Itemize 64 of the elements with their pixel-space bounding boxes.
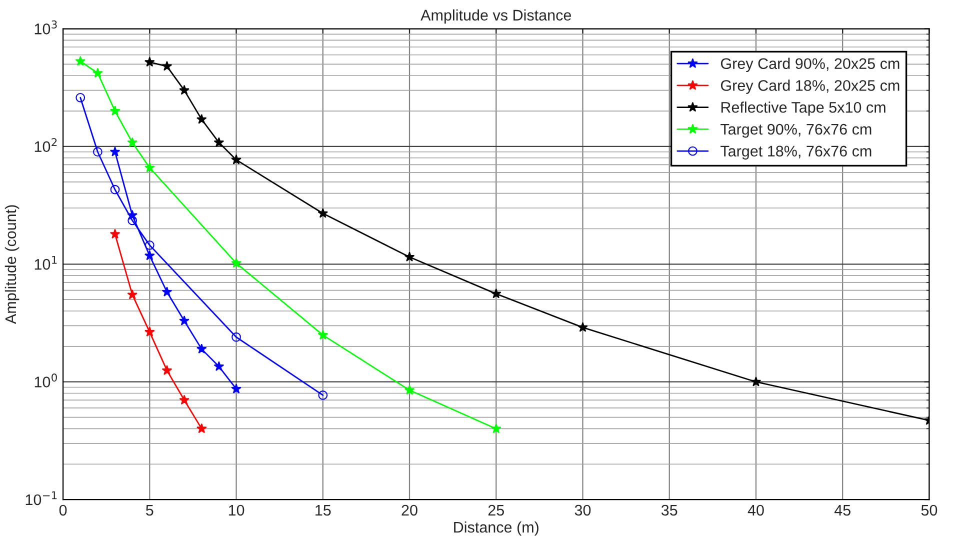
x-tick-label: 0 <box>59 504 67 516</box>
point <box>196 114 207 124</box>
point <box>578 322 588 332</box>
point <box>196 344 207 354</box>
x-tick-label: 30 <box>574 504 591 516</box>
legend-label: Target 90%, 76x76 cm <box>720 124 872 138</box>
point <box>110 184 120 194</box>
point <box>75 56 86 66</box>
x-axis-title: Distance (m) <box>454 521 538 536</box>
point <box>179 394 190 405</box>
point <box>110 228 120 239</box>
y-tick-label: 10$^{−1}$ <box>26 491 57 506</box>
point <box>162 60 172 71</box>
point <box>179 84 190 95</box>
point <box>490 423 502 434</box>
point <box>92 68 103 78</box>
point <box>76 92 86 102</box>
x-tick-label: 10 <box>228 504 244 516</box>
x-tick-label: 50 <box>921 504 938 516</box>
point <box>318 208 328 218</box>
point <box>110 106 120 116</box>
point <box>144 56 155 67</box>
y-tick-label: 10$^{2}$ <box>34 138 57 152</box>
y-axis-title: Amplitude (count) <box>4 205 20 324</box>
x-tick-label: 45 <box>834 504 850 516</box>
point <box>162 365 172 375</box>
x-tick-label: 25 <box>488 504 504 516</box>
point <box>232 332 241 342</box>
chart-title: Amplitude vs Distance <box>420 9 572 24</box>
point <box>196 423 207 434</box>
point <box>144 162 155 172</box>
x-tick-label: 5 <box>146 504 154 516</box>
point <box>144 250 155 260</box>
legend-label: Target 18%, 76x76 cm <box>720 146 872 160</box>
y-tick-label: 10$^{1}$ <box>34 256 57 270</box>
point <box>127 289 138 300</box>
point <box>231 258 242 268</box>
point <box>128 216 138 226</box>
point <box>404 252 415 262</box>
point <box>214 137 224 147</box>
x-tick-label: 40 <box>748 504 764 516</box>
point <box>144 240 154 250</box>
point <box>490 288 502 298</box>
y-tick-label: 10$^{3}$ <box>34 20 57 34</box>
point <box>127 137 138 147</box>
legend-label: Grey Card 90%, 20x25 cm <box>720 58 900 72</box>
point <box>231 154 242 164</box>
legend-label: Grey Card 18%, 20x25 cm <box>720 80 900 94</box>
point <box>214 361 224 371</box>
point <box>179 315 190 326</box>
point <box>318 390 328 400</box>
y-tick-label: 10$^{0}$ <box>34 374 57 388</box>
x-tick-label: 35 <box>661 504 678 516</box>
x-tick-label: 15 <box>316 504 331 516</box>
point <box>404 384 415 395</box>
x-tick-label: 20 <box>402 504 418 516</box>
point <box>110 146 120 156</box>
point <box>162 286 172 296</box>
point <box>231 384 242 394</box>
point <box>92 147 102 157</box>
point <box>750 376 762 386</box>
point <box>144 326 155 337</box>
legend-label: Reflective Tape 5x10 cm <box>721 102 886 116</box>
point <box>318 330 328 340</box>
